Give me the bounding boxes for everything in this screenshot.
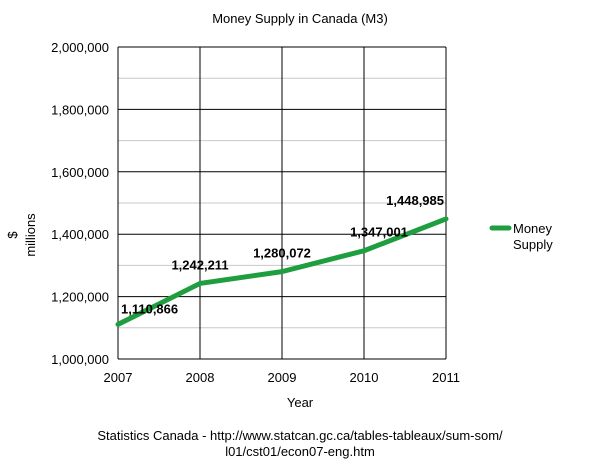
source-line-2: l01/cst01/econ07-eng.htm — [225, 444, 375, 459]
y-axis-label-unit: $ — [5, 231, 20, 239]
y-axis-ticks: 1,000,000 1,200,000 1,400,000 1,600,000 1,80… — [51, 40, 109, 367]
data-labels: 1,110,866 1,242,211 1,280,072 1,347,001 1,44… — [121, 193, 444, 316]
y-tick-label: 2,000,000 — [51, 40, 109, 55]
legend-label-line2: Supply — [513, 237, 553, 252]
y-tick-label: 1,600,000 — [51, 165, 109, 180]
x-axis-ticks: 2007 2008 2009 2010 2011 — [104, 370, 460, 385]
x-tick-label: 2008 — [186, 370, 215, 385]
y-axis-label-millions: millions — [23, 213, 38, 257]
x-tick-label: 2011 — [432, 370, 460, 385]
gridlines — [117, 46, 447, 360]
series-layer — [115, 216, 449, 327]
data-label: 1,448,985 — [386, 193, 444, 208]
y-tick-label: 1,200,000 — [51, 290, 109, 305]
y-tick-label: 1,400,000 — [51, 227, 109, 242]
x-tick-label: 2010 — [350, 370, 379, 385]
series-line — [115, 216, 449, 327]
data-label: 1,110,866 — [121, 301, 178, 316]
y-tick-label: 1,000,000 — [51, 352, 109, 367]
data-label: 1,280,072 — [253, 246, 311, 261]
x-tick-label: 2007 — [104, 370, 133, 385]
data-label: 1,347,001 — [350, 225, 408, 240]
legend-label-line1: Money — [513, 221, 553, 236]
legend: Money Supply — [489, 221, 553, 252]
chart-title: Money Supply in Canada (M3) — [212, 11, 388, 26]
x-axis-label: Year — [287, 395, 314, 410]
x-tick-label: 2009 — [268, 370, 297, 385]
y-tick-label: 1,800,000 — [51, 102, 109, 117]
data-label: 1,242,211 — [171, 257, 228, 272]
source-line-1: Statistics Canada - http://www.statcan.g… — [97, 428, 503, 443]
